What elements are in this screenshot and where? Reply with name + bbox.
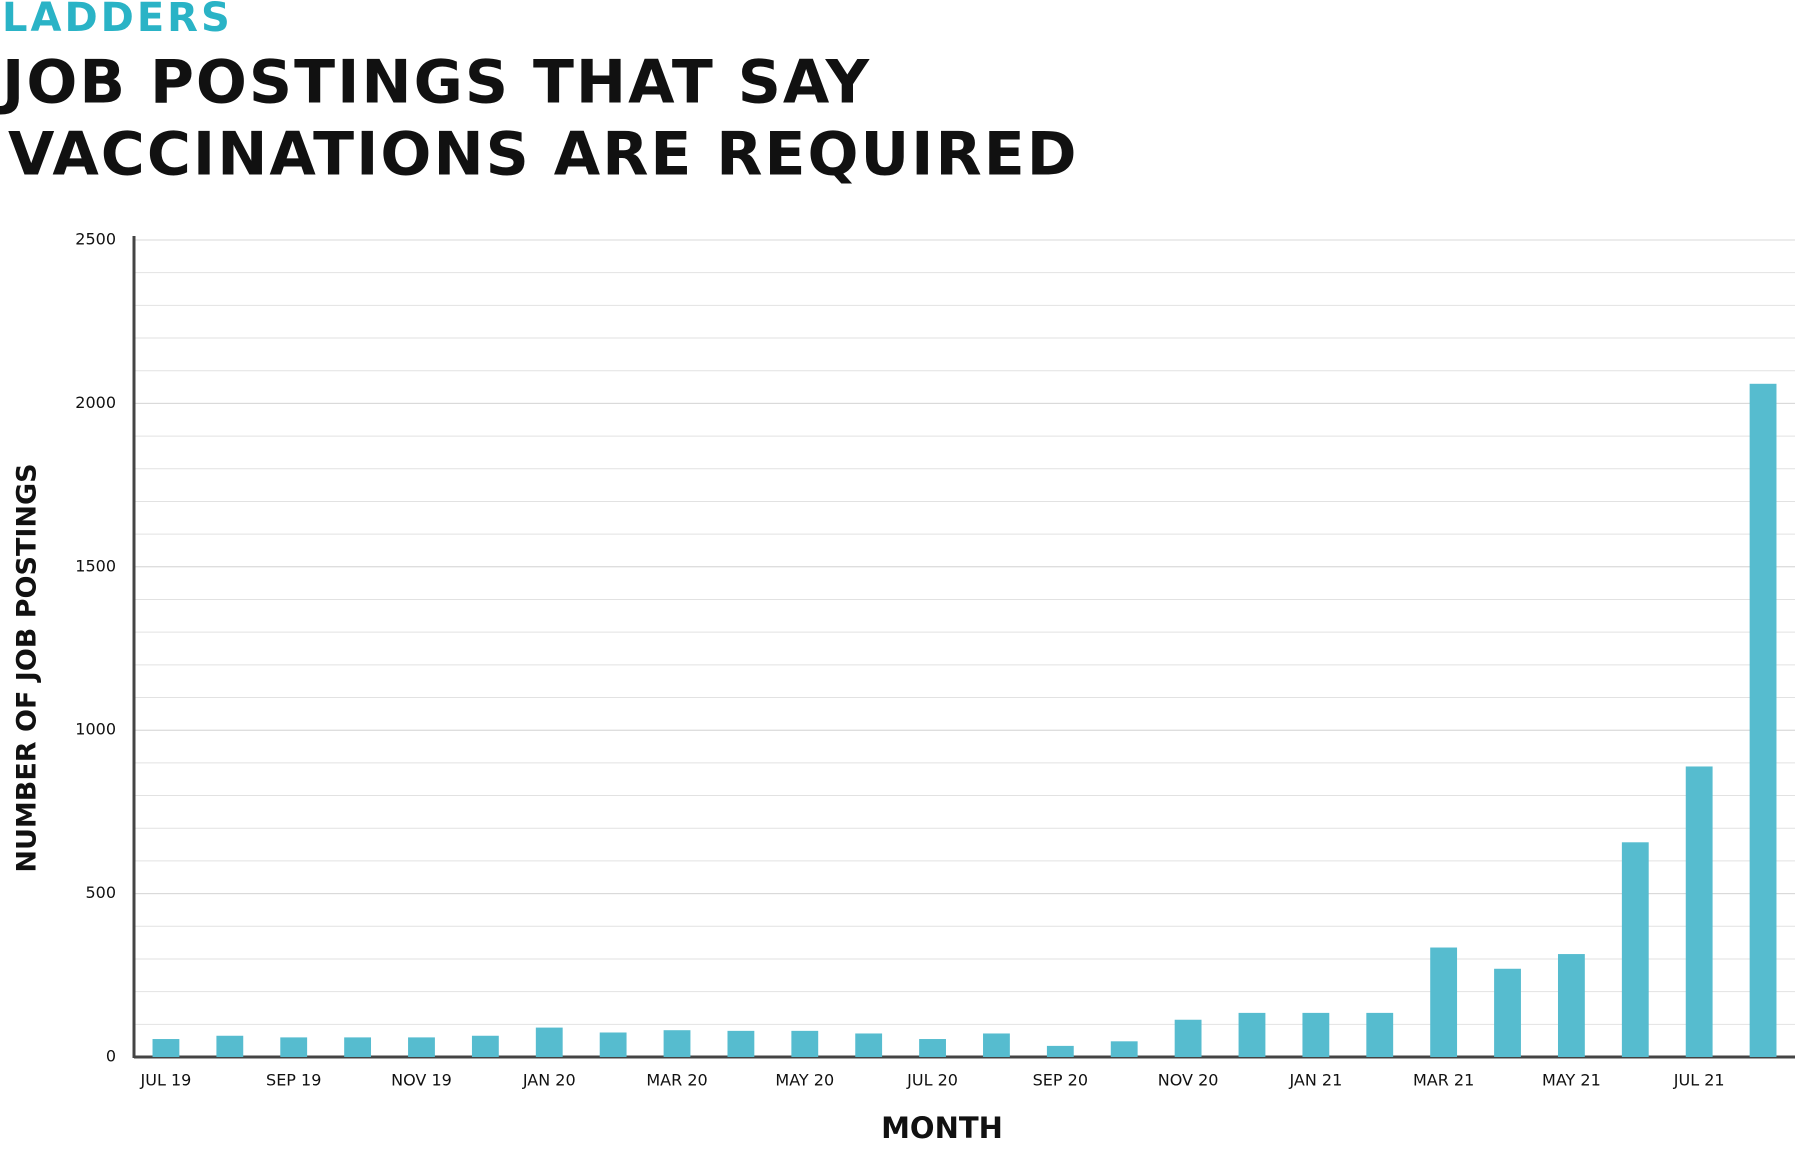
bar [408,1037,435,1057]
bar [855,1033,883,1057]
y-tick-label: 500 [85,883,116,902]
bar [535,1027,563,1057]
bar [1557,954,1585,1057]
bar [919,1039,946,1057]
bar [216,1035,244,1057]
chart-title: VACCINATIONS ARE REQUIRED [8,120,1079,190]
bar [471,1035,499,1057]
x-tick-label: MAY 20 [775,1071,834,1090]
x-tick-label: SEP 19 [266,1071,321,1090]
x-tick-label: SEP 20 [1033,1071,1088,1090]
x-tick-label: MAY 21 [1542,1071,1601,1090]
y-tick-label: 2000 [75,393,116,412]
x-tick-label: NOV 19 [391,1071,452,1090]
bar [152,1039,180,1057]
bar [1238,1012,1266,1057]
x-tick-label: NOV 20 [1158,1071,1219,1090]
x-tick-label: JUL 20 [906,1071,958,1090]
brand-logo: LADDERS [2,0,233,41]
bar [1366,1012,1394,1057]
bar [1430,947,1458,1057]
bar [1494,968,1521,1057]
bar [1046,1045,1074,1057]
bar [599,1032,627,1057]
bar [663,1030,691,1057]
y-tick-label: 2500 [75,230,116,249]
bar [983,1033,1010,1057]
bar [1174,1019,1202,1057]
bar [280,1037,308,1057]
x-tick-label: JAN 20 [522,1071,576,1090]
bar [791,1030,819,1057]
x-tick-label: JAN 21 [1288,1071,1342,1090]
y-axis-label: NUMBER OF JOB POSTINGS [12,463,43,872]
x-tick-label: JUL 19 [140,1071,192,1090]
bar [344,1037,372,1057]
y-tick-label: 1000 [75,720,116,739]
x-tick-label: MAR 21 [1413,1071,1474,1090]
chart-title: JOB POSTINGS THAT SAY [0,48,871,118]
x-axis-label: MONTH [881,1111,1003,1145]
x-tick-label: JUL 21 [1673,1071,1725,1090]
y-tick-label: 0 [106,1047,116,1066]
bar [1110,1041,1138,1057]
bar [1685,766,1713,1057]
x-tick-label: MAR 20 [646,1071,707,1090]
y-tick-label: 1500 [75,556,116,575]
bar [727,1030,755,1057]
bar [1749,383,1777,1057]
bar [1302,1012,1330,1057]
bar [1621,842,1649,1057]
